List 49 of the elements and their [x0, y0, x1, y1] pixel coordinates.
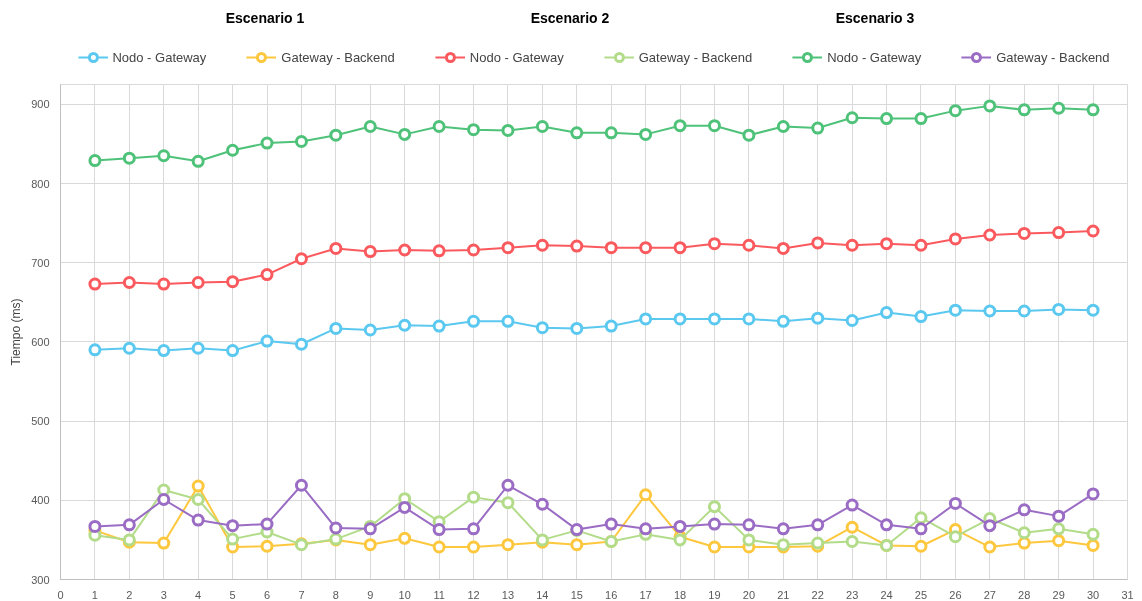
y-tick-label: 400	[31, 494, 50, 507]
x-tick-label: 5	[229, 588, 236, 601]
x-tick-label: 2	[126, 588, 133, 601]
y-tick-label: 900	[31, 98, 50, 111]
x-tick-label: 19	[708, 588, 721, 601]
x-tick-label: 20	[742, 588, 756, 601]
x-tick-label: 17	[639, 588, 652, 601]
x-tick-label: 7	[298, 588, 305, 601]
x-tick-label: 13	[501, 588, 515, 601]
x-tick-label: 3	[160, 588, 167, 601]
y-tick-label: 800	[31, 177, 50, 190]
x-tick-label: 9	[367, 588, 374, 601]
legend-label: Gateway - Backend	[996, 49, 1110, 65]
x-tick-label: 1	[91, 588, 98, 601]
x-tick-label: 0	[57, 588, 64, 601]
y-tick-label: 300	[31, 573, 50, 586]
x-tick-label: 26	[949, 588, 962, 601]
legend-label: Nodo - Gateway	[112, 49, 207, 65]
x-tick-label: 12	[467, 588, 480, 601]
x-tick-label: 8	[332, 588, 339, 601]
x-tick-label: 24	[880, 588, 893, 601]
x-tick-label: 28	[1018, 588, 1031, 601]
text: Escenario 2	[530, 9, 610, 28]
x-tick-label: 14	[536, 588, 549, 601]
x-tick-label: 11	[433, 588, 445, 601]
y-axis-title: Tiempo (ms)	[9, 298, 24, 366]
x-tick-label: 15	[570, 588, 583, 601]
x-tick-label: 25	[914, 588, 928, 601]
x-tick-label: 23	[846, 588, 859, 601]
x-tick-label: 6	[263, 588, 271, 601]
x-tick-label: 31	[1121, 588, 1134, 601]
y-tick-label: 700	[31, 256, 50, 269]
y-tick-label: 500	[31, 415, 50, 428]
x-tick-label: 29	[1052, 588, 1065, 601]
x-tick-label: 16	[605, 588, 618, 601]
legend-label: Gateway - Backend	[638, 49, 753, 65]
legend-label: Nodo - Gateway	[827, 49, 922, 65]
legend-label: Nodo - Gateway	[469, 49, 564, 65]
legend-label: Gateway - Backend	[281, 49, 395, 65]
x-tick-label: 21	[777, 588, 790, 601]
x-tick-label: 22	[811, 588, 824, 601]
x-tick-label: 10	[398, 588, 411, 601]
x-tick-label: 18	[673, 588, 687, 601]
text: Escenario 1	[225, 9, 305, 28]
x-tick-label: 4	[195, 588, 202, 601]
x-tick-label: 27	[983, 588, 996, 601]
x-tick-label: 30	[1086, 588, 1100, 601]
y-tick-label: 600	[31, 335, 50, 348]
text: Escenario 3	[835, 9, 915, 28]
